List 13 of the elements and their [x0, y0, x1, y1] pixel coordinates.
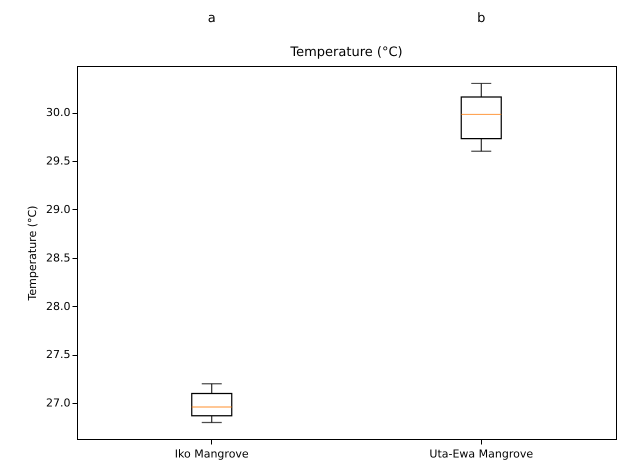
y-tick-label: 29.0 — [46, 202, 70, 216]
text: b — [477, 11, 486, 26]
chart-title: Temperature (°C) — [289, 45, 403, 60]
y-axis-title: Temperature (°C) — [26, 206, 40, 302]
x-tick-label: Uta-Ewa Mangrove — [429, 448, 534, 460]
text: a — [208, 11, 216, 26]
y-tick-label: 28.0 — [46, 300, 70, 313]
y-tick-label: 27.0 — [46, 396, 70, 410]
y-tick-label: 28.5 — [46, 251, 70, 264]
y-tick-label: 30.0 — [46, 106, 70, 120]
x-tick-label: Iko Mangrove — [174, 448, 249, 460]
y-tick-label: 27.5 — [46, 348, 70, 362]
y-tick-label: 29.5 — [46, 154, 70, 168]
